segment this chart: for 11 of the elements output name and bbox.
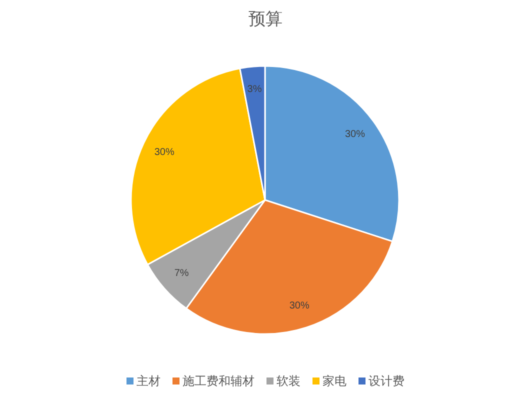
legend-label: 设计费: [368, 374, 404, 388]
data-label: 30%: [344, 129, 366, 140]
chart-title: 预算: [248, 10, 282, 28]
legend-label: 施工费和辅材: [182, 374, 254, 388]
legend-label: 主材: [136, 374, 160, 388]
legend-label: 家电: [322, 374, 346, 388]
legend-label: 软装: [276, 374, 300, 388]
data-label: 30%: [154, 147, 174, 158]
data-label: 3%: [247, 84, 262, 95]
data-label: 30%: [289, 300, 310, 312]
data-label: 7%: [174, 268, 189, 280]
